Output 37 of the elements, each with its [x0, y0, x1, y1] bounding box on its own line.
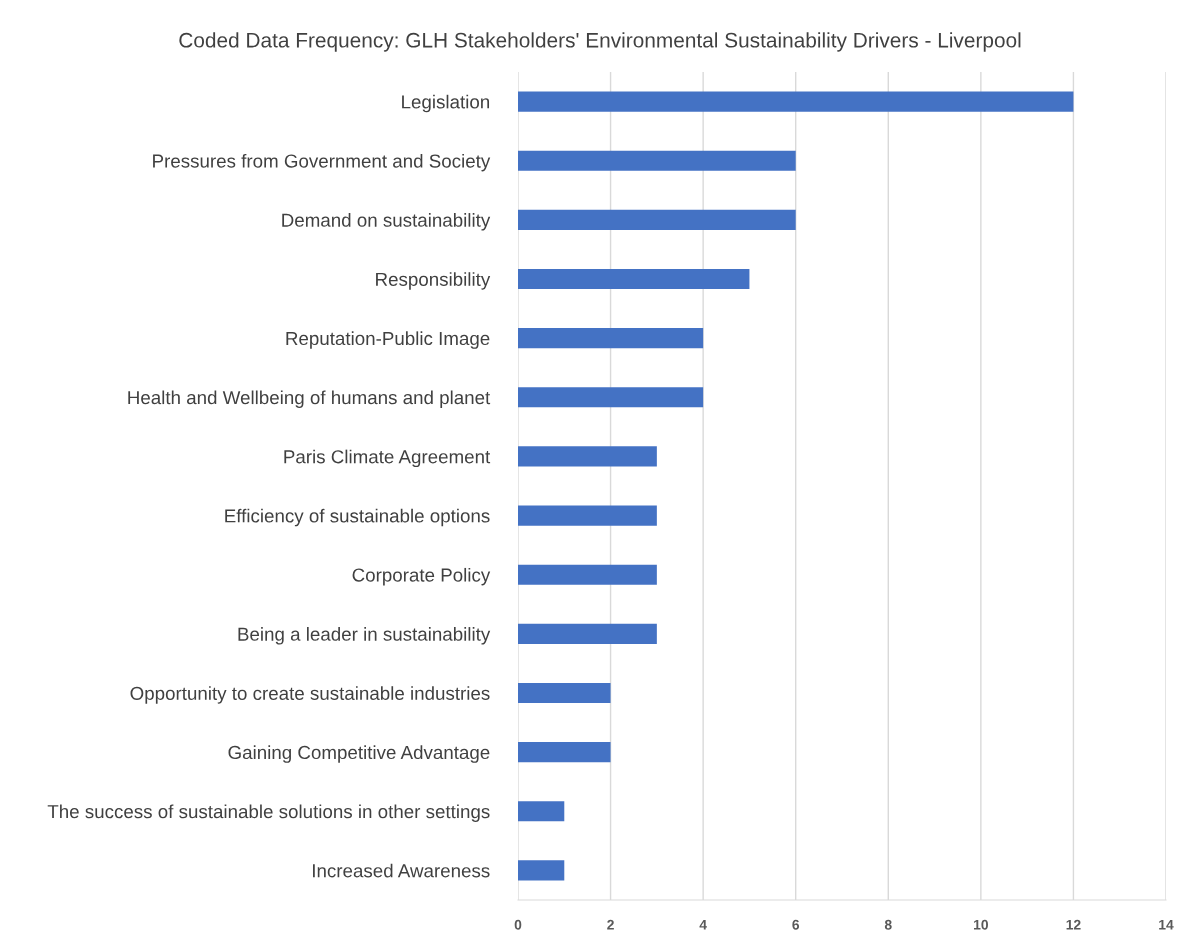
bar [518, 505, 657, 526]
bar [518, 387, 704, 408]
bar [518, 446, 657, 467]
x-tick-label: 2 [607, 919, 614, 930]
y-tick-label: The success of sustainable solutions in other settings [47, 804, 490, 822]
y-tick-label: Reputation-Public Image [286, 331, 490, 349]
x-tick-label: 12 [1066, 919, 1081, 930]
bar [518, 209, 796, 230]
bar [518, 328, 704, 349]
y-tick-label: Corporate Policy [352, 567, 491, 586]
bar [518, 564, 657, 585]
x-tick-label: 10 [974, 919, 989, 930]
bar [518, 623, 657, 644]
bar [518, 150, 796, 171]
y-tick-label: Being a leader in sustainability [238, 627, 491, 645]
y-tick-label: Efficiency of sustainable options [225, 508, 490, 527]
y-tick-label: Responsibility [376, 272, 491, 290]
bar [518, 801, 565, 822]
x-tick-label: 4 [699, 919, 707, 930]
y-tick-label: Paris Climate Agreement [284, 449, 491, 468]
y-tick-label: Gaining Competitive Advantage [228, 745, 490, 763]
x-tick-label: 14 [1159, 919, 1174, 930]
x-tick-label: 6 [792, 919, 800, 930]
y-tick-label: Increased Awareness [313, 863, 490, 878]
bar [518, 742, 611, 763]
bar [518, 268, 750, 290]
bar [518, 682, 611, 704]
y-tick-label: Health and Wellbeing of humans and planet [128, 390, 491, 408]
y-tick-label: Demand on sustainability [282, 213, 491, 231]
bar [518, 860, 565, 881]
bar [518, 91, 1074, 112]
x-tick-label: 8 [884, 919, 892, 930]
y-tick-label: Opportunity to create sustainable industries [130, 686, 490, 704]
y-tick-label: Legislation [402, 94, 490, 113]
y-tick-label: Pressures from Government and Society [153, 153, 491, 172]
chart-title: Coded Data Frequency: GLH Stakeholders' Environmental Sustainability Drivers - Liverpool [179, 32, 1021, 52]
x-tick-label: 0 [514, 919, 522, 930]
